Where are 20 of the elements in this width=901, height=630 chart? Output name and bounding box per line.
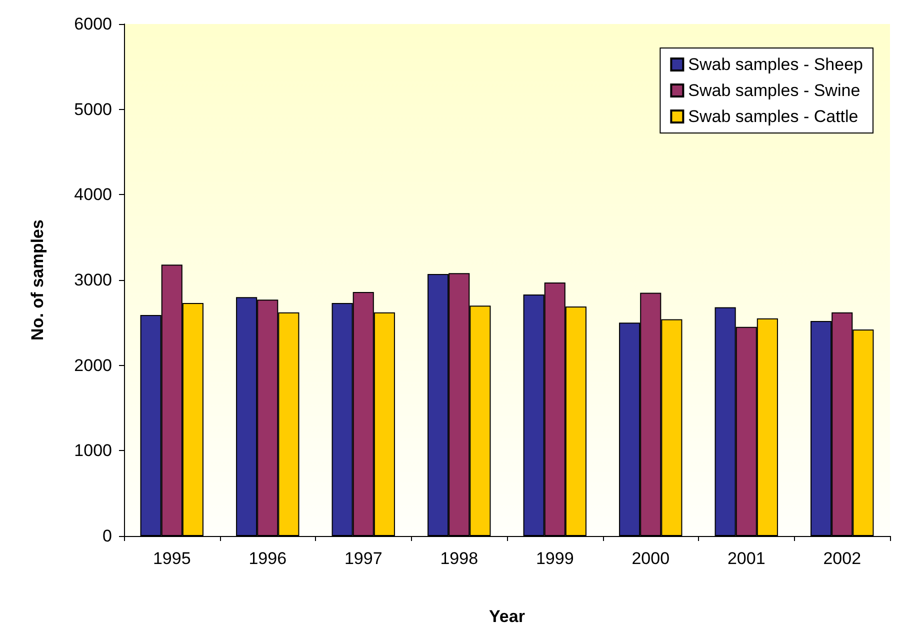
x-tick-label: 1996 xyxy=(248,549,287,568)
y-tick-label: 3000 xyxy=(74,270,112,290)
x-tick-label: 2001 xyxy=(727,549,766,568)
y-tick-label: 1000 xyxy=(74,441,112,460)
legend-label: Swab samples - Cattle xyxy=(688,107,858,126)
y-tick-label: 2000 xyxy=(74,356,112,375)
x-axis-title: Year xyxy=(489,607,526,626)
y-axis-title: No. of samples xyxy=(28,220,47,340)
x-tick-label: 1999 xyxy=(536,549,574,568)
x-tick-label: 1997 xyxy=(344,549,382,568)
y-tick-label: 6000 xyxy=(74,14,112,34)
legend-label: Swab samples - Sheep xyxy=(688,55,864,74)
x-tick-label: 2002 xyxy=(823,549,862,568)
x-tick-label: 1998 xyxy=(440,549,478,568)
legend-label: Swab samples - Swine xyxy=(688,81,860,100)
y-tick-label: 0 xyxy=(102,526,112,546)
x-tick-label: 1995 xyxy=(152,549,191,568)
x-tick-label: 2000 xyxy=(632,549,670,568)
y-tick-label: 5000 xyxy=(74,100,112,119)
y-tick-label: 4000 xyxy=(74,185,112,204)
